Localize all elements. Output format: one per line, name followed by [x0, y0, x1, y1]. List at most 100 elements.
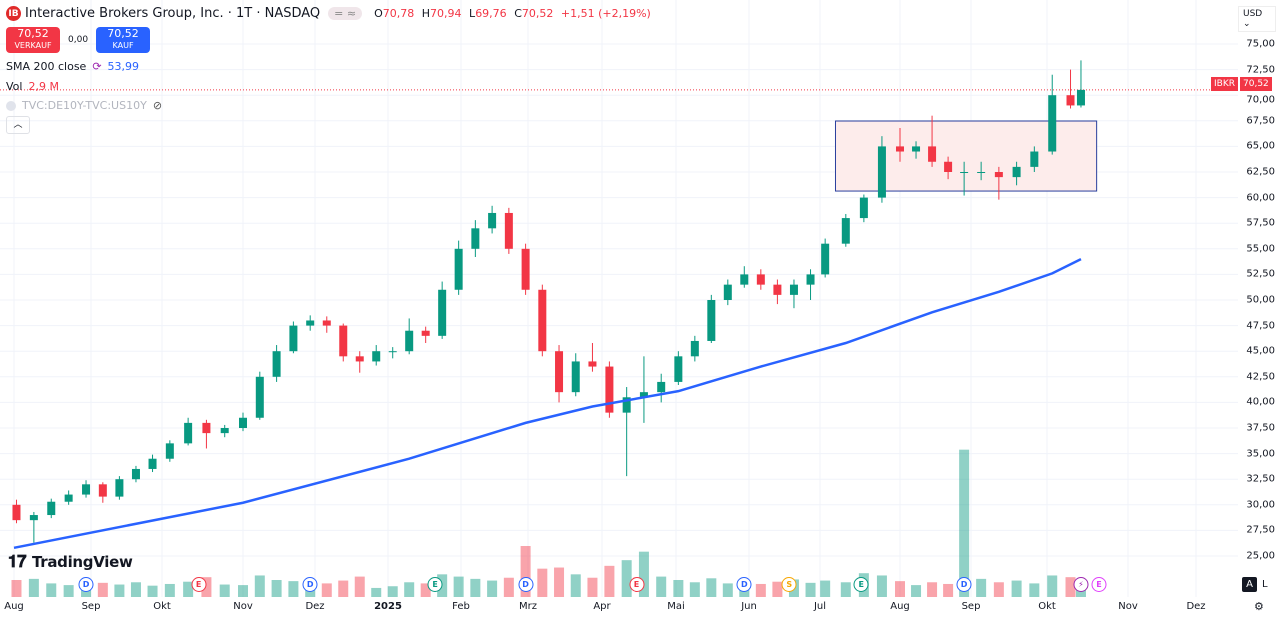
candle-body — [674, 356, 683, 382]
volume-bar — [97, 582, 108, 597]
ohlc-readout: O70,78 H70,94 L69,76 C70,52 +1,51 (+2,19… — [374, 7, 651, 20]
event-marker-earnings[interactable]: E — [1091, 577, 1107, 592]
volume-bar — [895, 581, 905, 597]
volume-bar — [772, 581, 783, 597]
volume-bar — [164, 583, 175, 597]
buy-button[interactable]: 70,52 KAUF — [96, 27, 151, 53]
currency-select[interactable]: USD ⌄ — [1238, 6, 1276, 32]
compare-toggle[interactable]: = ≈ — [328, 7, 363, 20]
symbol-icon — [6, 100, 16, 111]
chart-header: IB Interactive Brokers Group, Inc. · 1T … — [6, 6, 651, 21]
event-marker-earnings[interactable]: E — [853, 577, 869, 592]
candle-body — [82, 484, 91, 495]
x-tick-label: Mai — [667, 601, 685, 612]
sell-button[interactable]: 70,52 VERKAUF — [6, 27, 60, 53]
candle-body — [115, 479, 124, 497]
event-marker-earnings[interactable]: E — [427, 577, 443, 592]
candle-body — [859, 197, 868, 219]
event-marker-earnings[interactable]: E — [629, 577, 645, 592]
event-marker-dividend[interactable]: D — [302, 577, 318, 592]
candle-body — [538, 289, 547, 352]
spread-legend[interactable]: TVC:DE10Y-TVC:US10Y ⊘ — [6, 99, 162, 112]
collapse-legend-button[interactable]: ︿ — [6, 116, 30, 134]
volume-bar — [183, 581, 194, 597]
event-marker-split[interactable]: S — [781, 577, 797, 592]
candle-body — [994, 172, 1003, 178]
y-tick-label: 37,50 — [1246, 422, 1275, 434]
volume-bar — [238, 585, 248, 597]
volume-bar — [706, 578, 717, 597]
x-tick-label: Apr — [593, 601, 611, 612]
candle-body — [220, 428, 229, 434]
candle-body — [944, 161, 953, 172]
y-tick-label: 72,50 — [1246, 64, 1275, 76]
candle-body — [184, 422, 193, 444]
volume-bar — [927, 582, 938, 597]
y-tick-label: 60,00 — [1246, 192, 1275, 204]
candle-body — [355, 356, 364, 362]
candle-body — [896, 146, 904, 152]
y-tick-label: 27,50 — [1246, 524, 1275, 536]
volume-bar — [63, 585, 74, 597]
price-axis[interactable]: USD ⌄ 25,00 27,50 30,00 32,50 35,00 37,50 40,0… — [1238, 0, 1280, 597]
x-tick-label: Nov — [1118, 601, 1138, 612]
candle-body — [789, 284, 798, 295]
event-marker-dividend[interactable]: D — [78, 577, 94, 592]
y-tick-label: 70,00 — [1246, 94, 1275, 106]
candle-body — [47, 501, 56, 516]
candle-body — [622, 397, 631, 413]
y-tick-label: 50,00 — [1246, 294, 1275, 306]
volume-bar — [805, 582, 816, 597]
volume-bar — [11, 580, 22, 597]
candle-body — [488, 212, 497, 229]
candle-body — [740, 274, 749, 285]
volume-legend[interactable]: Vol 2,9 M — [6, 80, 59, 93]
candle-body — [388, 351, 397, 353]
candle-body — [773, 284, 782, 295]
volume-bar — [976, 578, 987, 597]
auto-scale-button[interactable]: A — [1242, 577, 1257, 592]
y-tick-label: 40,00 — [1246, 396, 1275, 408]
volume-bar — [46, 583, 57, 597]
price-chart[interactable] — [0, 0, 1238, 618]
volume-bar — [114, 584, 125, 597]
event-marker-earnings[interactable]: E — [191, 577, 207, 592]
x-tick-label: Okt — [1038, 601, 1056, 612]
volume-bar — [338, 580, 349, 597]
y-tick-label: 57,50 — [1246, 217, 1275, 229]
candle-body — [521, 248, 530, 290]
candle-body — [471, 228, 480, 249]
symbol-title[interactable]: Interactive Brokers Group, Inc. · 1T · N… — [25, 6, 321, 21]
candle-body — [405, 330, 414, 352]
volume-bar — [689, 582, 700, 597]
candle-body — [960, 172, 969, 173]
volume-bar — [201, 577, 212, 597]
candle-body — [657, 381, 666, 393]
candle-body — [372, 351, 381, 362]
volume-bar — [722, 583, 733, 597]
event-marker-dividend[interactable]: D — [956, 577, 972, 592]
x-tick-label: Sep — [81, 601, 101, 612]
y-tick-label: 25,00 — [1246, 550, 1275, 562]
y-tick-label: 52,50 — [1246, 268, 1275, 280]
settings-icon[interactable]: ⚙ — [1254, 600, 1264, 613]
event-marker-news[interactable]: ⚡ — [1073, 577, 1089, 592]
candle-body — [1012, 166, 1021, 178]
event-marker-dividend[interactable]: D — [518, 577, 534, 592]
company-logo: IB — [6, 6, 21, 21]
event-marker-dividend[interactable]: D — [736, 577, 752, 592]
x-tick-label: Dez — [305, 601, 325, 612]
candle-body — [255, 376, 264, 418]
volume-bar — [520, 546, 531, 597]
volume-bar — [1011, 580, 1022, 597]
eye-hidden-icon[interactable]: ⊘ — [152, 99, 163, 112]
sma-legend[interactable]: SMA 200 close ⟳ 53,99 — [6, 60, 140, 73]
candle-body — [912, 146, 921, 152]
log-scale-button[interactable]: L — [1262, 579, 1268, 590]
candle-body — [977, 172, 986, 173]
candle-body — [1048, 95, 1057, 152]
volume-bar — [537, 568, 548, 597]
volume-bar — [638, 551, 649, 597]
volume-bar — [1029, 583, 1040, 597]
volume-bar — [288, 581, 299, 597]
